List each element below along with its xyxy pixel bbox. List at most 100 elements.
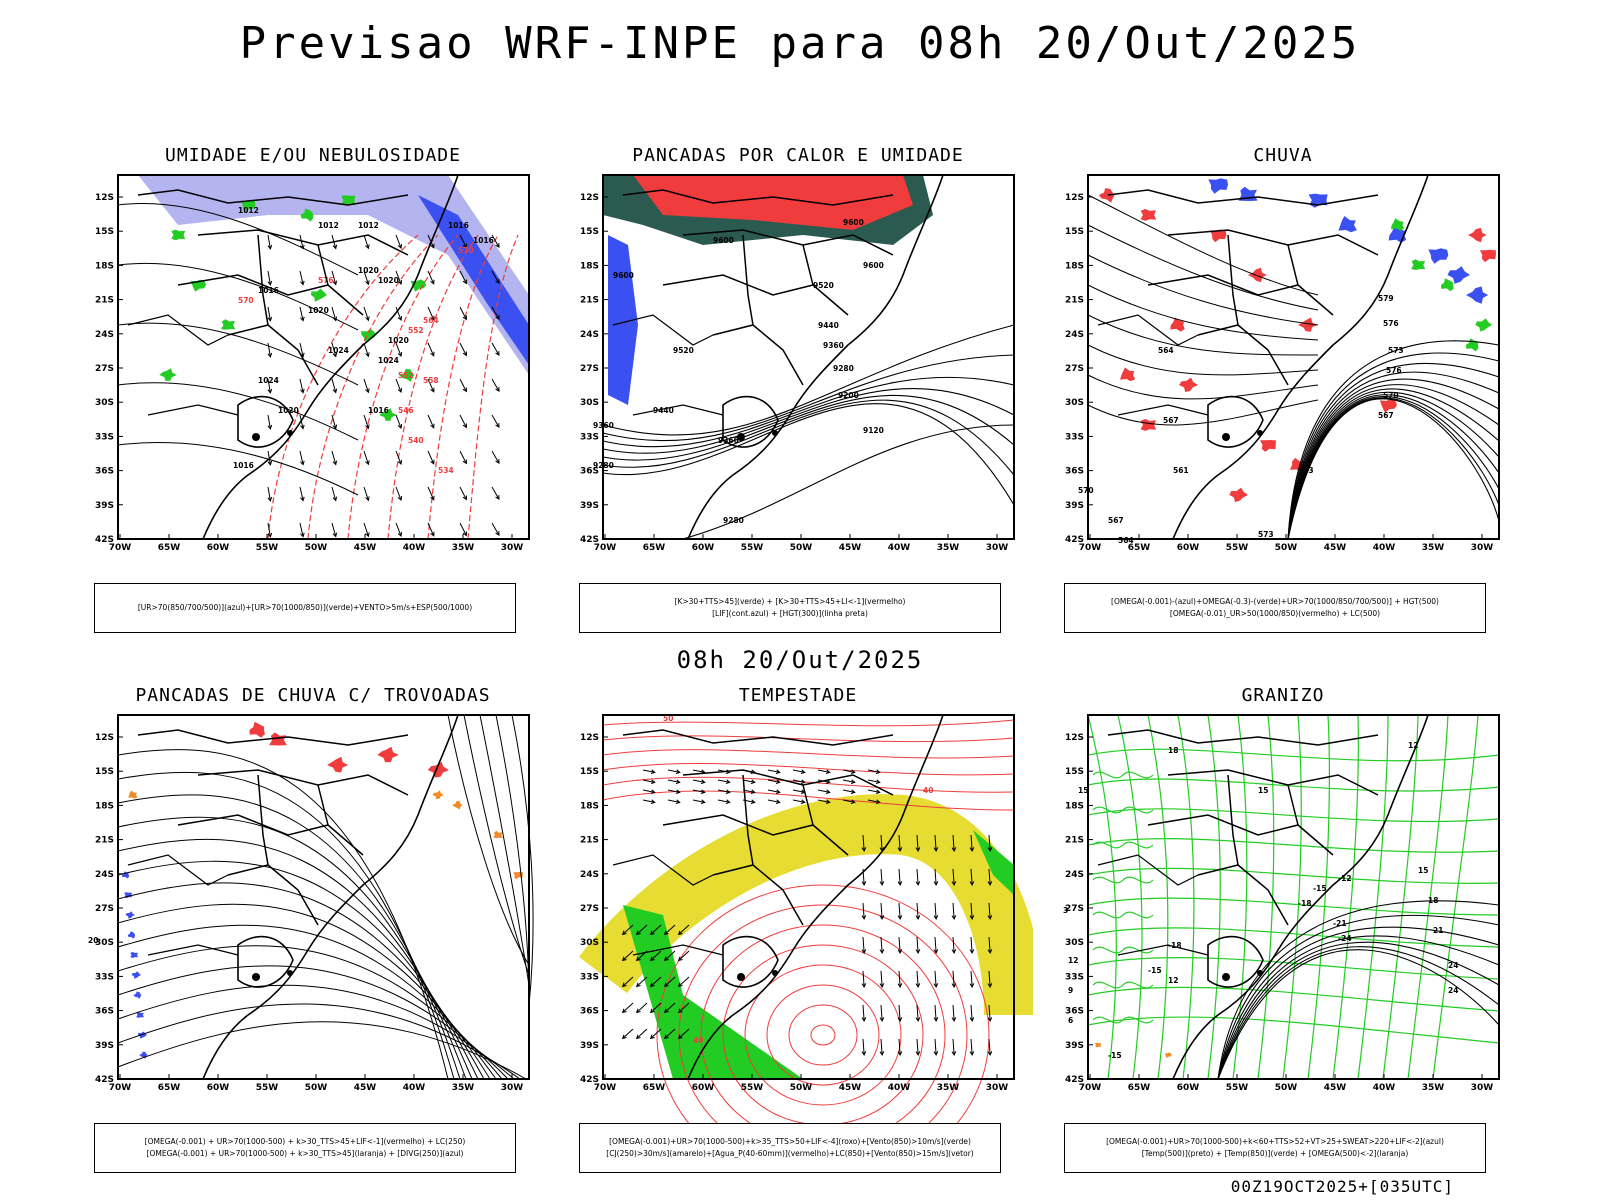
wind-vector-head (933, 983, 939, 989)
contour-label: 24 (1448, 961, 1458, 970)
strong-wind-zone (973, 830, 1014, 895)
streamline-250 (447, 714, 530, 966)
wind-vector-head (635, 956, 641, 962)
wind-vector (363, 522, 369, 537)
wind-vector-head (861, 949, 867, 955)
wind-vector (395, 378, 402, 393)
wind-vector-head (332, 424, 338, 430)
lon-label: 50W (1275, 1083, 1298, 1093)
state-border (742, 234, 754, 326)
lon-label: 30W (986, 1083, 1009, 1093)
precipitable-water-contour (656, 884, 990, 1123)
contour-label: 21 (1433, 926, 1443, 935)
wind-vector (880, 868, 883, 885)
pressure-isobar (117, 202, 359, 276)
wind-vector-head (300, 460, 305, 466)
state-border (622, 189, 894, 206)
wind-vector (459, 306, 467, 320)
lat-label: 27S (1065, 904, 1084, 914)
lon-label: 60W (692, 1083, 715, 1093)
wind-vector (491, 270, 500, 284)
wind-vector (880, 902, 883, 919)
wind-vector-head (879, 881, 885, 887)
wind-vector (898, 936, 901, 953)
temperature-500 (1217, 926, 1500, 1080)
temperature-500 (1217, 941, 1500, 1080)
lat-label: 24S (95, 870, 114, 880)
wind-vector (299, 306, 304, 321)
wind-vector (988, 970, 991, 987)
wind-vector-head (267, 280, 273, 286)
wind-vector-head (267, 352, 273, 358)
state-border (1107, 729, 1379, 746)
wind-vector (867, 769, 880, 773)
uruguay-border (1207, 935, 1264, 988)
contour-label: 9 (1068, 986, 1073, 995)
wind-vector-head (800, 769, 806, 775)
wind-vector (952, 834, 955, 851)
wind-vector-head (825, 769, 831, 775)
lake-marker (737, 973, 745, 981)
lon-label: 70W (109, 543, 132, 553)
temperature-850 (1282, 714, 1302, 1080)
precipitable-water-contour (788, 1004, 858, 1066)
lon-label: 55W (1226, 543, 1249, 553)
wind-vector (934, 936, 937, 953)
thunderstorm-zone (427, 761, 449, 778)
wind-vector-head (495, 459, 500, 465)
wind-vector-head (495, 243, 500, 249)
lon-label: 35W (937, 1083, 960, 1093)
wind-vector-head (365, 532, 370, 538)
state-border (1227, 774, 1239, 866)
wind-vector (916, 902, 919, 919)
wind-vector (427, 378, 435, 392)
wind-vector (636, 1028, 648, 1039)
wind-vector-head (915, 881, 921, 887)
wind-vector (299, 450, 304, 465)
wind-vector (459, 414, 467, 428)
streamline-250 (117, 984, 515, 1080)
wind-vector (842, 799, 855, 803)
state-border (257, 774, 269, 866)
state-border (317, 784, 329, 826)
lon-label: 60W (692, 543, 715, 553)
rain-zone (1380, 398, 1398, 413)
contour-label: 1012 (358, 221, 379, 230)
divergence-zone (131, 971, 141, 979)
lat-label: 42S (1065, 1075, 1084, 1085)
wind-vector (636, 924, 648, 935)
wind-vector (880, 834, 883, 851)
contour-label: 567 (1378, 411, 1394, 420)
lat-label: 30S (1065, 938, 1084, 948)
contour-label: 570 (458, 246, 474, 255)
contour-label: 9280 (723, 516, 744, 525)
contour-label: 9440 (653, 406, 674, 415)
wind-vector-head (951, 915, 957, 921)
lat-label: 18S (1065, 801, 1084, 811)
lon-label: 65W (643, 1083, 666, 1093)
legend-box: [K>30+TTS>45](verde) + [K>30+TTS>45+LI<-… (579, 583, 1001, 633)
lon-label: 45W (354, 1083, 377, 1093)
lon-label: 60W (1177, 543, 1200, 553)
wind-vector-head (365, 424, 370, 430)
wind-vector (267, 414, 271, 429)
wind-vector (395, 270, 402, 285)
wind-vector-head (300, 532, 305, 538)
lat-label: 18S (580, 801, 599, 811)
lon-label: 30W (1471, 1083, 1494, 1093)
wind-vector-head (879, 915, 885, 921)
wind-vector-head (700, 779, 706, 785)
lon-label: 45W (839, 543, 862, 553)
geopotential-contour (602, 376, 1015, 448)
lat-label: 21S (1065, 296, 1084, 306)
wind-vector (717, 779, 730, 783)
streamline-250 (511, 714, 534, 1006)
map-frame (1087, 174, 1500, 540)
wind-vector (491, 378, 500, 392)
lon-label: 60W (1177, 1083, 1200, 1093)
wind-vector (667, 769, 680, 773)
wind-vector-head (775, 799, 781, 805)
streamline-250 (117, 882, 485, 1080)
streamline-250 (117, 1021, 527, 1080)
state-border (662, 814, 849, 856)
